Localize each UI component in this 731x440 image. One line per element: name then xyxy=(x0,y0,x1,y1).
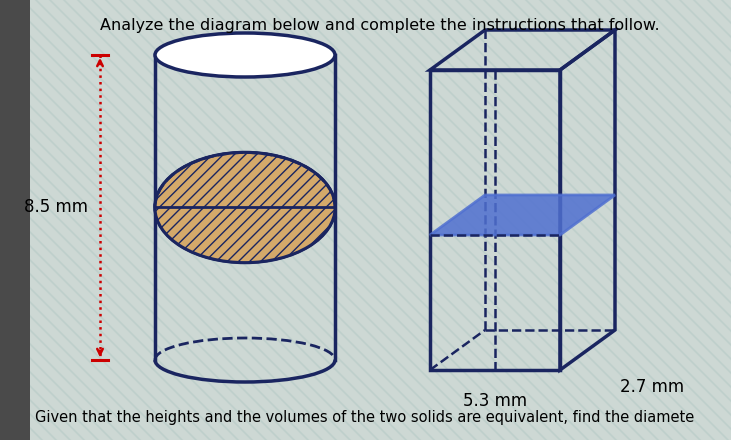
Text: 2.7 mm: 2.7 mm xyxy=(620,378,684,396)
Text: Analyze the diagram below and complete the instructions that follow.: Analyze the diagram below and complete t… xyxy=(100,18,660,33)
Ellipse shape xyxy=(155,153,335,263)
Ellipse shape xyxy=(155,33,335,77)
Ellipse shape xyxy=(155,153,335,263)
Polygon shape xyxy=(430,195,615,235)
Text: Given that the heights and the volumes of the two solids are equivalent, find th: Given that the heights and the volumes o… xyxy=(35,410,694,425)
Polygon shape xyxy=(0,0,30,440)
Text: 8.5 mm: 8.5 mm xyxy=(24,198,88,216)
Text: 5.3 mm: 5.3 mm xyxy=(463,392,527,410)
